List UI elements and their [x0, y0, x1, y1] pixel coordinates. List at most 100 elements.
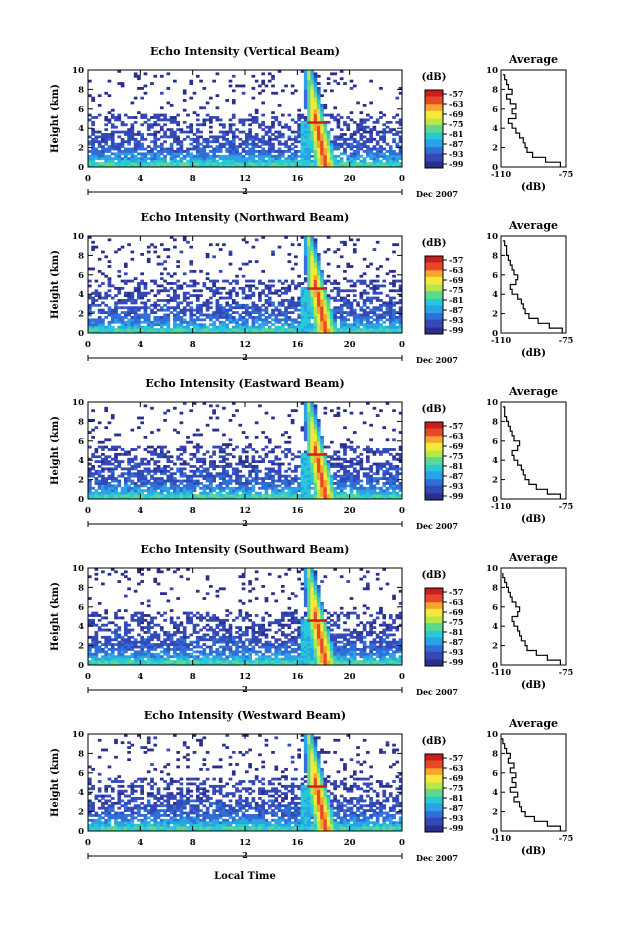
- heatmap-cell: [277, 157, 282, 161]
- heatmap-cell: [300, 301, 305, 305]
- heatmap-cell: [369, 323, 373, 327]
- heatmap-cell: [228, 128, 233, 132]
- heatmap-cell: [261, 330, 266, 334]
- heatmap-cell: [316, 291, 321, 295]
- heatmap-cell: [310, 462, 315, 466]
- heatmap-cell: [392, 474, 396, 478]
- heatmap-cell: [114, 154, 118, 158]
- heatmap-cell: [274, 91, 279, 95]
- heatmap-cell: [300, 479, 305, 483]
- heatmap-cell: [195, 318, 200, 322]
- heatmap-cell: [372, 477, 377, 480]
- heatmap-cell: [277, 154, 282, 158]
- heatmap-cell: [107, 154, 112, 158]
- heatmap-cell: [231, 164, 236, 168]
- heatmap-cell: [166, 255, 171, 259]
- heatmap-cell: [251, 157, 256, 161]
- heatmap-cell: [195, 145, 200, 148]
- heatmap-cell: [330, 494, 334, 497]
- heatmap-cell: [320, 147, 324, 151]
- heatmap-cell: [303, 421, 308, 425]
- heatmap-cell: [215, 311, 220, 314]
- heatmap-cell: [267, 474, 272, 478]
- heatmap-cell: [375, 118, 380, 122]
- heatmap-cell: [209, 120, 213, 124]
- heatmap-cell: [235, 482, 239, 485]
- heatmap-cell: [107, 260, 112, 264]
- heatmap-cell: [366, 140, 370, 144]
- heatmap-cell: [163, 267, 167, 271]
- colorbar-swatch: [425, 152, 443, 155]
- heatmap-cell: [133, 137, 138, 141]
- heatmap-cell: [267, 301, 272, 305]
- heatmap-cell: [101, 308, 105, 312]
- heatmap-cell: [143, 282, 148, 285]
- heatmap-cell: [382, 137, 387, 141]
- heatmap-cell: [307, 162, 311, 165]
- heatmap-cell: [359, 460, 364, 464]
- heatmap-cell: [218, 450, 223, 454]
- heatmap-cell: [303, 418, 308, 422]
- heatmap-cell: [104, 137, 109, 141]
- heatmap-cell: [379, 162, 383, 165]
- heatmap-cell: [375, 477, 380, 480]
- heatmap-cell: [120, 489, 125, 493]
- heatmap-cell: [173, 496, 177, 500]
- heatmap-cell: [245, 445, 249, 449]
- heatmap-cell: [88, 236, 92, 239]
- heatmap-cell: [362, 316, 367, 319]
- heatmap-cell: [218, 313, 223, 317]
- heatmap-cell: [218, 303, 223, 307]
- heatmap-cell: [120, 137, 125, 141]
- heatmap-cell: [225, 279, 230, 283]
- heatmap-cell: [336, 142, 341, 146]
- heatmap-cell: [267, 125, 272, 129]
- heatmap-cell: [388, 289, 393, 293]
- heatmap-cell: [303, 240, 308, 244]
- heatmap-cell: [352, 494, 357, 497]
- heatmap-cell: [215, 145, 220, 148]
- heatmap-cell: [107, 462, 112, 466]
- heatmap-cell: [143, 113, 148, 117]
- heatmap-cell: [97, 130, 102, 134]
- heatmap-cell: [245, 262, 249, 266]
- heatmap-cell: [316, 438, 321, 442]
- heatmap-cell: [313, 325, 318, 329]
- heatmap-cell: [235, 318, 239, 322]
- heatmap-cell: [88, 330, 92, 334]
- heatmap-cell: [212, 284, 216, 288]
- heatmap-cell: [388, 311, 393, 314]
- heatmap-cell: [264, 84, 269, 88]
- heatmap-cell: [114, 125, 118, 129]
- heatmap-cell: [107, 438, 112, 442]
- heatmap-cell: [303, 491, 308, 495]
- heatmap-cell: [313, 433, 318, 437]
- heatmap-cell: [156, 159, 161, 163]
- heatmap-cell: [218, 494, 223, 497]
- heatmap-cell: [379, 137, 383, 141]
- heatmap-cell: [330, 145, 334, 148]
- heatmap-cell: [228, 250, 233, 254]
- heatmap-cell: [310, 128, 315, 132]
- heatmap-cell: [241, 164, 246, 168]
- heatmap-cell: [330, 479, 334, 483]
- heatmap-cell: [215, 72, 220, 76]
- heatmap-cell: [104, 159, 109, 163]
- heatmap-cell: [222, 137, 226, 141]
- heatmap-cell: [310, 267, 315, 271]
- heatmap-cell: [339, 303, 344, 307]
- heatmap-cell: [297, 299, 301, 302]
- heatmap-cell: [182, 486, 187, 490]
- heatmap-cell: [369, 147, 373, 151]
- heatmap-cell: [179, 482, 184, 485]
- heatmap-cell: [336, 330, 341, 334]
- heatmap-cell: [228, 489, 233, 493]
- heatmap-cell: [107, 313, 112, 317]
- heatmap-cell: [274, 469, 279, 473]
- profile-x-label: (dB): [521, 348, 546, 359]
- heatmap-cell: [156, 145, 161, 148]
- heatmap-cell: [94, 426, 99, 430]
- heatmap-cell: [313, 86, 318, 90]
- heatmap-cell: [195, 164, 200, 168]
- heatmap-cell: [166, 409, 171, 413]
